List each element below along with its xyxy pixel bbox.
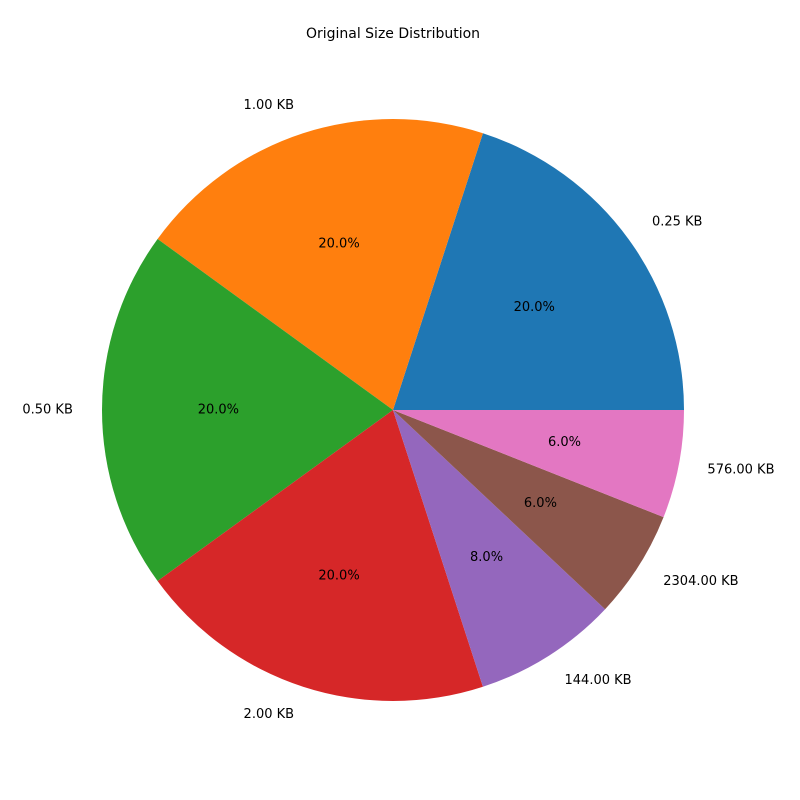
pct-label-6: 6.0% (548, 435, 581, 450)
slice-label-5: 2304.00 KB (663, 574, 738, 589)
pct-label-0: 20.0% (514, 300, 555, 315)
pct-label-1: 20.0% (318, 236, 359, 251)
slice-labels: 0.25 KB 1.00 KB 0.50 KB 2.00 KB 144.00 KB 230… (22, 98, 774, 722)
slice-label-3: 2.00 KB (244, 707, 295, 722)
slice-label-4: 144.00 KB (565, 673, 632, 688)
pie-slices (101, 118, 684, 701)
pie-slice-3 (157, 410, 483, 701)
slice-label-1: 1.00 KB (244, 98, 295, 113)
pie-slice-5 (393, 410, 664, 610)
pct-label-2: 20.0% (198, 403, 239, 418)
percentage-labels: 20.0% 20.0% 20.0% 20.0% 8.0% 6.0% 6.0% (198, 236, 581, 583)
pie-slice-4 (393, 410, 606, 687)
pct-label-4: 8.0% (470, 550, 503, 565)
pie-slice-6 (393, 410, 684, 518)
pie-slice-0 (393, 133, 684, 410)
pie-slice-2 (101, 238, 394, 582)
slice-label-2: 0.50 KB (22, 403, 73, 418)
slice-label-0: 0.25 KB (652, 214, 703, 229)
pie-slice-1 (157, 118, 483, 410)
chart-title: Original Size Distribution (306, 26, 480, 42)
pct-label-5: 6.0% (524, 496, 557, 511)
slice-label-6: 576.00 KB (707, 462, 774, 477)
pct-label-3: 20.0% (318, 569, 359, 584)
